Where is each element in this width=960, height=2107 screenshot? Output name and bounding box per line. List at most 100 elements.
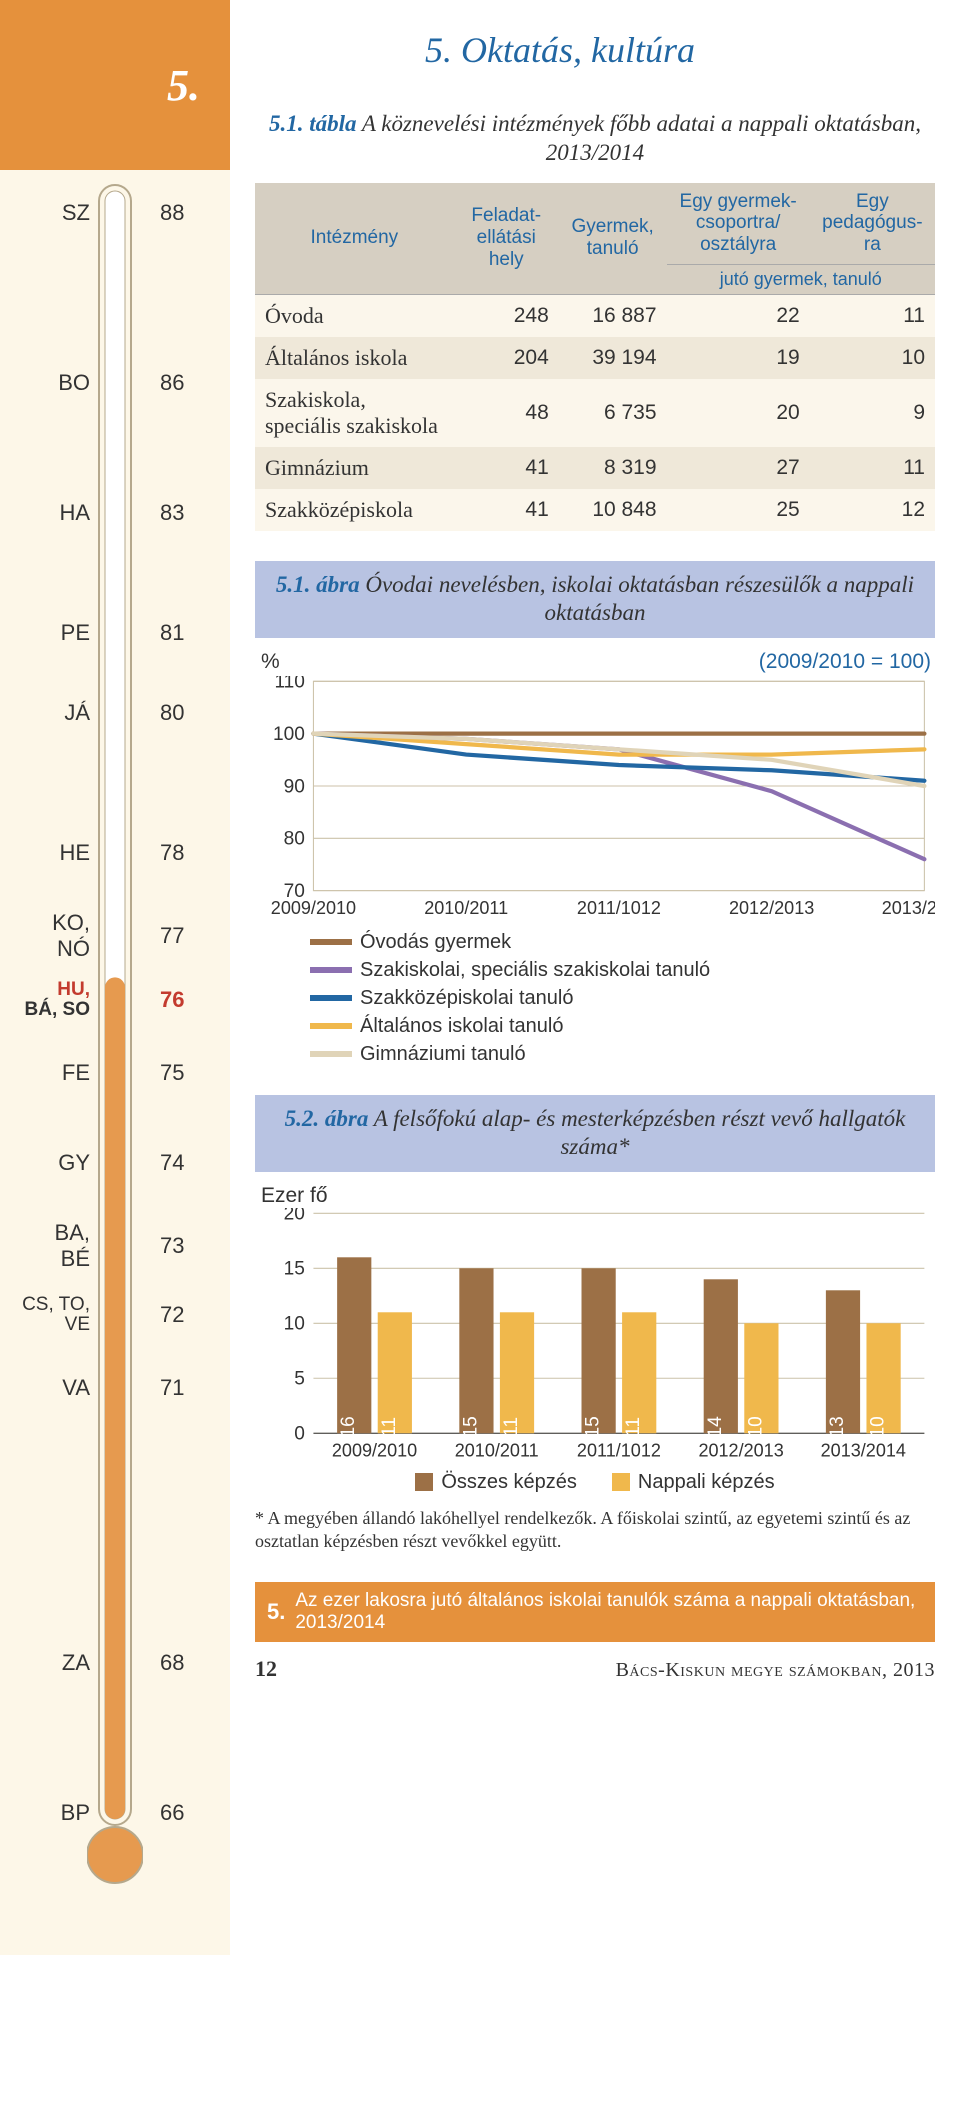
chart2-legend: Összes képzés Nappali képzés	[255, 1471, 935, 1493]
legend-label: Nappali képzés	[638, 1471, 775, 1493]
thermo-code: HU, BÁ, SO	[20, 980, 90, 1020]
line-chart: 7080901001102009/20102010/20112011/10122…	[255, 676, 935, 920]
thermo-code: KO, NÓ	[20, 910, 90, 962]
svg-text:11: 11	[501, 1417, 522, 1437]
legend-item: Óvodás gyermek	[310, 931, 710, 953]
table-cell: Szakközépiskola	[255, 489, 454, 531]
table-cell: 6 735	[559, 379, 667, 447]
svg-text:15: 15	[460, 1416, 481, 1437]
svg-text:2011/1012: 2011/1012	[577, 898, 661, 918]
chart1-title-num: 5.1. ábra	[276, 572, 360, 597]
section-number: 5.	[167, 60, 200, 111]
th-col1: Feladat-ellátási hely	[454, 183, 559, 295]
thermo-code: HA	[20, 500, 90, 526]
svg-text:15: 15	[284, 1259, 305, 1280]
thermo-row: SZ88	[0, 200, 230, 226]
thermo-value: 86	[160, 370, 200, 396]
thermo-value: 75	[160, 1060, 200, 1086]
svg-text:15: 15	[583, 1416, 604, 1437]
table-cell: 11	[810, 447, 935, 489]
svg-text:2009/2010: 2009/2010	[332, 1441, 417, 1461]
legend-label: Óvodás gyermek	[360, 931, 511, 953]
svg-text:10: 10	[745, 1416, 766, 1437]
svg-text:2012/2013: 2012/2013	[698, 1441, 783, 1461]
table-cell: 19	[667, 337, 810, 379]
table-cell: 204	[454, 337, 559, 379]
th-col3: Egy gyermek-csoportra/ osztályra	[667, 183, 810, 265]
thermo-code: CS, TO, VE	[20, 1295, 90, 1335]
thermo-row: VA71	[0, 1375, 230, 1401]
table-row: Gimnázium418 3192711	[255, 447, 935, 489]
bottom-banner-num: 5.	[267, 1599, 285, 1625]
chart2-y-unit: Ezer fő	[261, 1184, 935, 1208]
thermo-row: FE75	[0, 1060, 230, 1086]
thermo-value: 68	[160, 1650, 200, 1676]
thermo-value: 74	[160, 1150, 200, 1176]
content-column: 5. Oktatás, kultúra 5.1. tábla A közneve…	[230, 0, 960, 1955]
table-cell: 9	[810, 379, 935, 447]
svg-text:11: 11	[379, 1417, 400, 1437]
legend-swatch	[310, 939, 352, 945]
bottom-banner-text: Az ezer lakosra jutó általános iskolai t…	[295, 1590, 923, 1634]
legend-swatch	[310, 1051, 352, 1057]
table-row: Szakközépiskola4110 8482512	[255, 489, 935, 531]
thermo-code: BA, BÉ	[20, 1220, 90, 1272]
table-cell: 248	[454, 294, 559, 337]
svg-text:13: 13	[827, 1416, 848, 1437]
footnote: * A megyében állandó lakóhellyel rendelk…	[255, 1507, 935, 1554]
legend-item: Gimnáziumi tanuló	[310, 1043, 563, 1065]
table-row: Óvoda24816 8872211	[255, 294, 935, 337]
thermo-code: PE	[20, 620, 90, 646]
thermo-value: 66	[160, 1800, 200, 1826]
thermo-row: BO 86	[0, 370, 230, 396]
svg-text:2013/2014: 2013/2014	[821, 1441, 906, 1461]
table-row: Szakiskola, speciális szakiskola486 7352…	[255, 379, 935, 447]
thermo-row: GY 74	[0, 1150, 230, 1176]
legend-label: Gimnáziumi tanuló	[360, 1043, 526, 1065]
table-cell: 39 194	[559, 337, 667, 379]
thermo-row: KO, NÓ 77	[0, 910, 230, 962]
table-cell: Általános iskola	[255, 337, 454, 379]
svg-text:2010/2011: 2010/2011	[455, 1441, 539, 1461]
thermo-code: BP	[20, 1800, 90, 1826]
legend-label: Szakiskolai, speciális szakiskolai tanul…	[360, 959, 710, 981]
table-title: 5.1. tábla A köznevelési intézmények főb…	[255, 110, 935, 168]
table-cell: 8 319	[559, 447, 667, 489]
th-institution: Intézmény	[255, 183, 454, 295]
thermo-row: JÁ80	[0, 700, 230, 726]
table-cell: Óvoda	[255, 294, 454, 337]
svg-text:16: 16	[338, 1416, 359, 1437]
left-column: 5. SZ88BO86HA83PE81JÁ80HE78KO, NÓ77HU, B…	[0, 0, 230, 1955]
table-cell: 12	[810, 489, 935, 531]
svg-text:80: 80	[284, 829, 305, 850]
thermo-code: GY	[20, 1150, 90, 1176]
thermo-row: BP 66	[0, 1800, 230, 1826]
table-cell: 16 887	[559, 294, 667, 337]
thermo-value: 77	[160, 923, 200, 949]
thermometer-wrap: SZ88BO86HA83PE81JÁ80HE78KO, NÓ77HU, BÁ, …	[0, 170, 230, 1955]
thermo-code: VA	[20, 1375, 90, 1401]
publication-name: Bács-Kiskun megye számokban, 2013	[616, 1659, 935, 1682]
table-title-text: A köznevelési intézmények főbb adatai a …	[357, 111, 921, 165]
legend-item: Szakközépiskolai tanuló	[310, 987, 710, 1009]
legend-label: Szakközépiskolai tanuló	[360, 987, 573, 1009]
thermo-code: BO	[20, 370, 90, 396]
thermo-code: HE	[20, 840, 90, 866]
data-table: Intézmény Feladat-ellátási hely Gyermek,…	[255, 183, 935, 531]
page-number: 12	[255, 1656, 277, 1682]
chart2-title-banner: 5.2. ábra A felsőfokú alap- és mesterkép…	[255, 1095, 935, 1173]
bottom-banner: 5. Az ezer lakosra jutó általános iskola…	[255, 1582, 935, 1642]
svg-text:2013/2014: 2013/2014	[882, 898, 935, 918]
footer: 12 Bács-Kiskun megye számokban, 2013	[255, 1656, 935, 1682]
table-row: Általános iskola20439 1941910	[255, 337, 935, 379]
chart1-y-unit: %	[261, 650, 280, 674]
table-cell: 22	[667, 294, 810, 337]
table-cell: 41	[454, 489, 559, 531]
thermo-row: ZA 68	[0, 1650, 230, 1676]
legend-item: Összes képzés	[415, 1471, 577, 1493]
svg-text:11: 11	[623, 1417, 644, 1437]
legend-label: Általános iskolai tanuló	[360, 1015, 563, 1037]
thermo-code: ZA	[20, 1650, 90, 1676]
left-header: 5.	[0, 0, 230, 170]
svg-text:110: 110	[274, 676, 304, 693]
